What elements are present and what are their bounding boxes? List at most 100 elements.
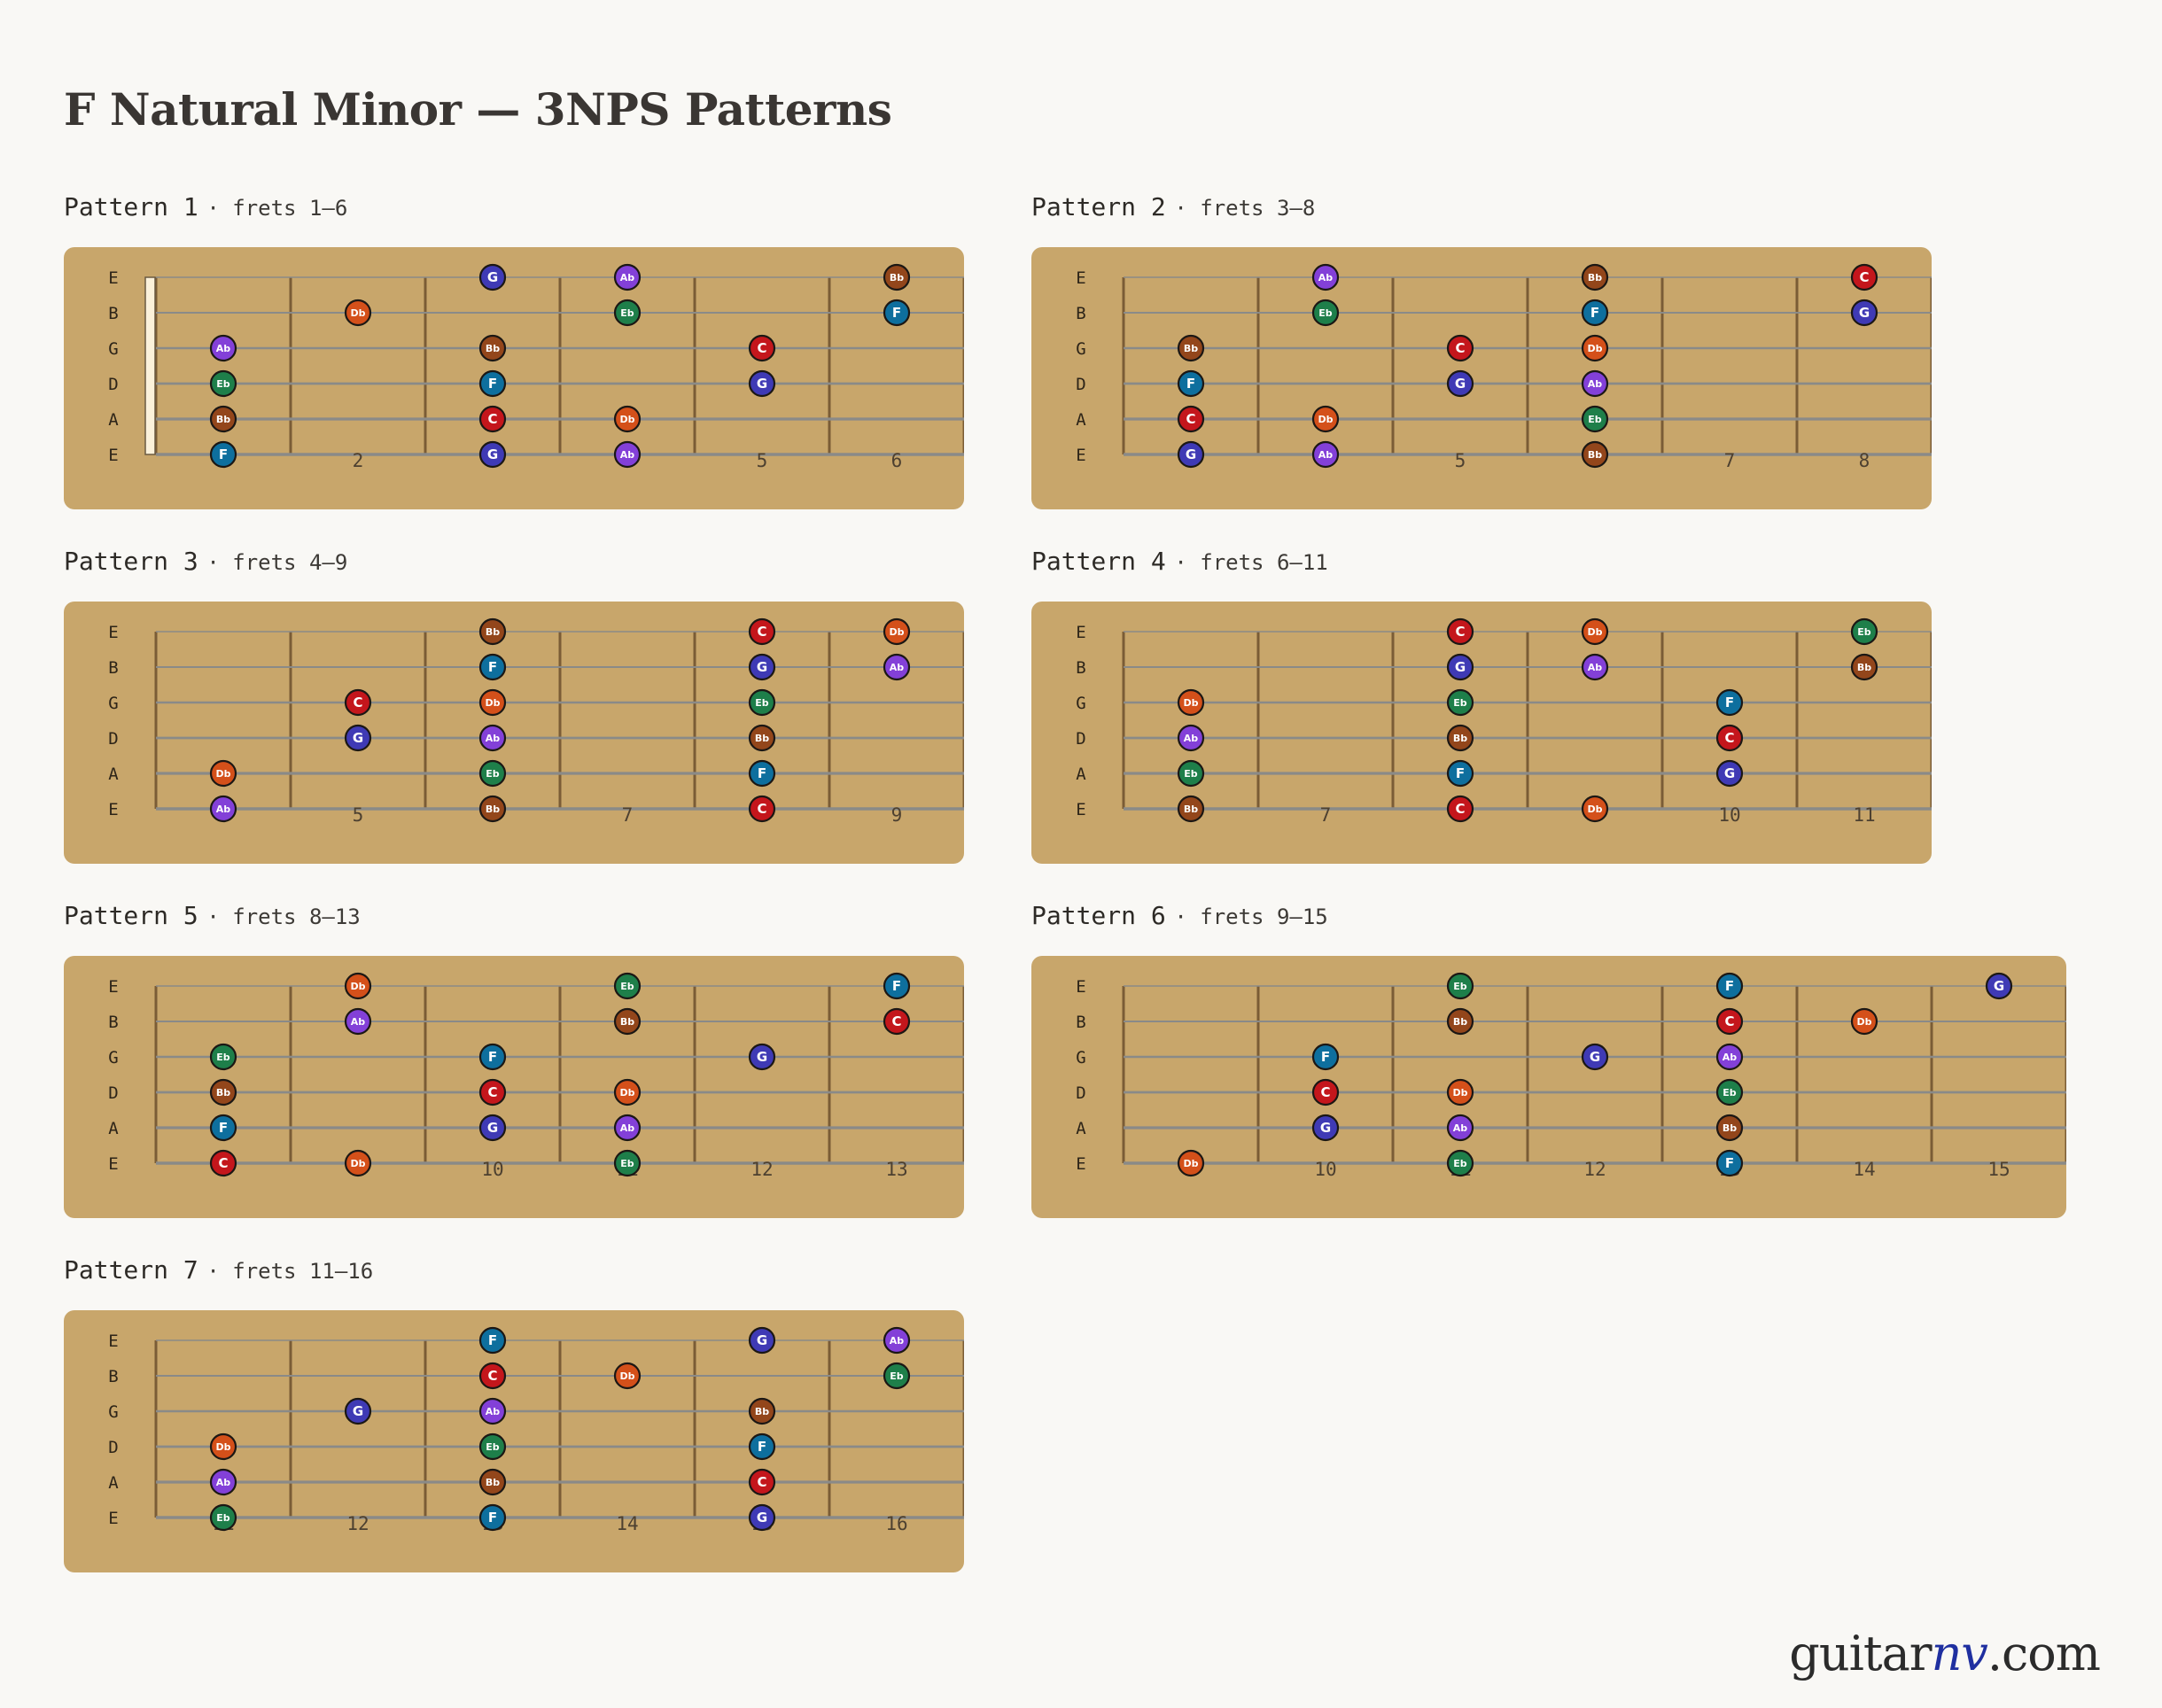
note-label: Bb [755, 1406, 769, 1417]
note-dot [613, 440, 642, 469]
note-marker: Eb [1446, 1149, 1474, 1177]
string-label: A [1076, 1119, 1086, 1138]
note-dot [1715, 972, 1744, 1000]
note-marker: C [344, 688, 372, 717]
note-dot [883, 1326, 911, 1355]
fretboard-svg: EBGDAE67891011CDbEbGAbBbDbEbFAbBbCEbFGBb… [1076, 617, 1932, 826]
note-dot [1177, 724, 1205, 752]
note-marker: C [1850, 263, 1878, 291]
note-marker: G [344, 1397, 372, 1425]
note-label: G [353, 730, 363, 746]
string-label: A [108, 1473, 119, 1493]
note-dot [883, 617, 911, 646]
note-dot [1581, 334, 1609, 362]
note-label: C [757, 624, 766, 640]
note-marker: F [1581, 299, 1609, 327]
fret-number: 11 [1853, 804, 1875, 826]
note-dot [1850, 653, 1878, 681]
note-label: Eb [620, 981, 634, 992]
note-marker: Bb [1446, 1007, 1474, 1036]
note-label: Db [619, 1370, 634, 1382]
string-label: E [108, 1331, 118, 1351]
note-marker: Eb [209, 1043, 237, 1071]
note-marker: G [1985, 972, 2013, 1000]
note-label: Db [1587, 343, 1602, 354]
note-marker: Ab [209, 795, 237, 823]
note-dot [209, 1432, 237, 1461]
fret-number: 5 [757, 450, 768, 471]
note-dot [1446, 759, 1474, 788]
note-dot [1311, 1078, 1340, 1106]
note-marker: Eb [1581, 405, 1609, 433]
note-dot [1850, 1007, 1878, 1036]
note-marker: Ab [1311, 440, 1340, 469]
note-dot [748, 688, 776, 717]
note-marker: G [1311, 1114, 1340, 1142]
fret-number: 16 [885, 1513, 907, 1534]
fret-number: 9 [891, 804, 903, 826]
note-marker: F [883, 299, 911, 327]
fretboard: EBGDAE9101112131415EbFGBbCDbFGAbCDbEbGAb… [1031, 956, 2066, 1218]
note-marker: Db [1581, 334, 1609, 362]
note-dot [748, 759, 776, 788]
pattern-title: Pattern 4 · frets 6–11 [1031, 540, 1328, 584]
note-marker: Bb [1177, 795, 1205, 823]
note-label: Db [350, 1158, 365, 1169]
note-marker: G [478, 263, 507, 291]
note-label: G [757, 1510, 767, 1526]
note-marker: Bb [613, 1007, 642, 1036]
note-label: Ab [486, 1406, 501, 1417]
note-dot [1311, 440, 1340, 469]
note-label: F [892, 305, 901, 321]
note-label: Eb [1318, 307, 1333, 319]
note-label: Eb [620, 1158, 634, 1169]
note-dot [1446, 369, 1474, 398]
note-dot [748, 724, 776, 752]
note-marker: Ab [613, 1114, 642, 1142]
pattern-name: Pattern 4 [1031, 547, 1166, 576]
pattern-title: Pattern 2 · frets 3–8 [1031, 185, 1315, 229]
note-dot [209, 1043, 237, 1071]
note-label: Db [485, 697, 500, 709]
note-marker: C [1715, 1007, 1744, 1036]
note-dot [1311, 405, 1340, 433]
note-dot [478, 1468, 507, 1496]
note-dot [613, 1078, 642, 1106]
note-dot [1311, 263, 1340, 291]
note-marker: G [748, 1503, 776, 1532]
note-label: Eb [755, 697, 769, 709]
string-label: E [1076, 446, 1085, 465]
note-dot [1985, 972, 2013, 1000]
note-dot [613, 1362, 642, 1390]
note-label: C [757, 340, 766, 356]
note-label: Eb [1723, 1087, 1737, 1099]
note-marker: F [748, 1432, 776, 1461]
note-label: F [758, 765, 766, 781]
note-dot [344, 972, 372, 1000]
note-label: Eb [486, 1441, 500, 1453]
note-dot [883, 263, 911, 291]
note-label: F [892, 978, 901, 994]
note-dot [1446, 653, 1474, 681]
note-dot [478, 724, 507, 752]
note-label: G [1724, 765, 1735, 781]
note-label: Db [619, 1087, 634, 1099]
note-dot [478, 440, 507, 469]
note-dot [344, 299, 372, 327]
note-label: Ab [486, 733, 501, 744]
note-marker: G [1715, 759, 1744, 788]
note-dot [613, 405, 642, 433]
note-dot [748, 1326, 776, 1355]
note-marker: G [748, 1326, 776, 1355]
note-label: Ab [1318, 449, 1334, 461]
note-dot [1850, 299, 1878, 327]
note-marker: C [478, 1362, 507, 1390]
note-label: Db [889, 626, 904, 638]
note-dot [478, 1043, 507, 1071]
note-dot [1446, 617, 1474, 646]
note-dot [1177, 688, 1205, 717]
note-marker: G [1446, 369, 1474, 398]
note-label: F [219, 446, 228, 462]
note-dot [344, 1149, 372, 1177]
note-dot [883, 1362, 911, 1390]
